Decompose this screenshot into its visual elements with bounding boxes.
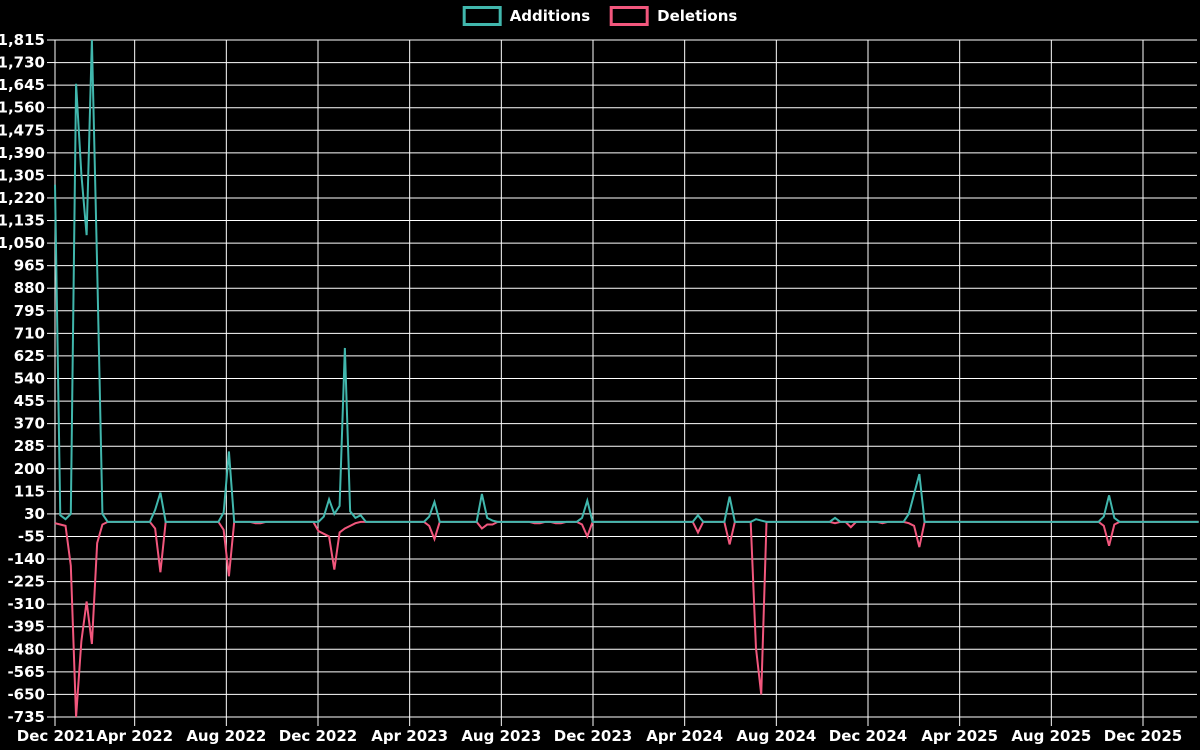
x-axis-tick-label: Aug 2024 <box>736 727 816 745</box>
y-axis-tick-label: 285 <box>14 437 45 455</box>
y-axis-tick-label: 1,815 <box>0 31 45 49</box>
x-axis-tick-label: Dec 2025 <box>1104 727 1183 745</box>
y-axis-tick-label: 540 <box>14 370 45 388</box>
y-axis-tick-label: -480 <box>7 640 45 658</box>
y-axis-tick-label: -225 <box>7 573 45 591</box>
y-axis-tick-label: 115 <box>14 482 45 500</box>
legend-item-additions[interactable]: Additions <box>462 6 591 26</box>
x-axis-tick-label: Aug 2023 <box>461 727 541 745</box>
legend-label-deletions: Deletions <box>657 6 738 25</box>
y-axis-tick-label: 1,050 <box>0 234 45 252</box>
legend-swatch-additions <box>462 6 502 26</box>
y-axis-tick-label: 1,730 <box>0 54 45 72</box>
x-axis-tick-label: Dec 2022 <box>279 727 358 745</box>
x-axis-tick-label: Apr 2025 <box>921 727 998 745</box>
legend-item-deletions[interactable]: Deletions <box>610 6 737 26</box>
y-axis-tick-label: -140 <box>7 550 45 568</box>
y-axis-tick-label: 880 <box>14 279 45 297</box>
x-axis-tick-label: Aug 2025 <box>1011 727 1091 745</box>
y-axis-tick-label: -735 <box>7 708 45 726</box>
y-axis-tick-label: 1,560 <box>0 99 45 117</box>
y-axis-tick-label: 1,305 <box>0 166 45 184</box>
y-axis-tick-label: 455 <box>14 392 45 410</box>
y-axis-tick-label: 1,220 <box>0 189 45 207</box>
y-axis-tick-label: 30 <box>24 505 45 523</box>
x-axis-tick-label: Dec 2024 <box>829 727 908 745</box>
y-axis-tick-label: 370 <box>14 415 45 433</box>
x-axis-tick-label: Dec 2023 <box>554 727 633 745</box>
legend-swatch-deletions <box>610 6 650 26</box>
chart-legend: Additions Deletions <box>462 6 737 26</box>
y-axis-tick-label: 625 <box>14 347 45 365</box>
y-axis-tick-label: -395 <box>7 618 45 636</box>
x-axis-tick-label: Apr 2022 <box>96 727 173 745</box>
x-axis-tick-label: Dec 2021 <box>17 727 96 745</box>
y-axis-tick-label: 710 <box>14 324 45 342</box>
x-axis-tick-label: Apr 2023 <box>371 727 448 745</box>
y-axis-tick-label: -650 <box>7 685 45 703</box>
y-axis-tick-label: 1,645 <box>0 76 45 94</box>
y-axis-tick-label: -55 <box>18 527 45 545</box>
y-axis-tick-label: 200 <box>14 460 45 478</box>
legend-label-additions: Additions <box>509 6 591 25</box>
additions-line <box>54 39 1199 523</box>
x-axis-tick-label: Aug 2022 <box>186 727 266 745</box>
y-axis-tick-label: -310 <box>7 595 45 613</box>
x-axis-tick-label: Apr 2024 <box>646 727 723 745</box>
y-axis-tick-label: -565 <box>7 663 45 681</box>
y-axis-tick-label: 965 <box>14 257 45 275</box>
y-axis-tick-label: 1,475 <box>0 121 45 139</box>
y-axis-tick-label: 1,390 <box>0 144 45 162</box>
y-axis-tick-label: 795 <box>14 302 45 320</box>
y-axis-tick-label: 1,135 <box>0 212 45 230</box>
